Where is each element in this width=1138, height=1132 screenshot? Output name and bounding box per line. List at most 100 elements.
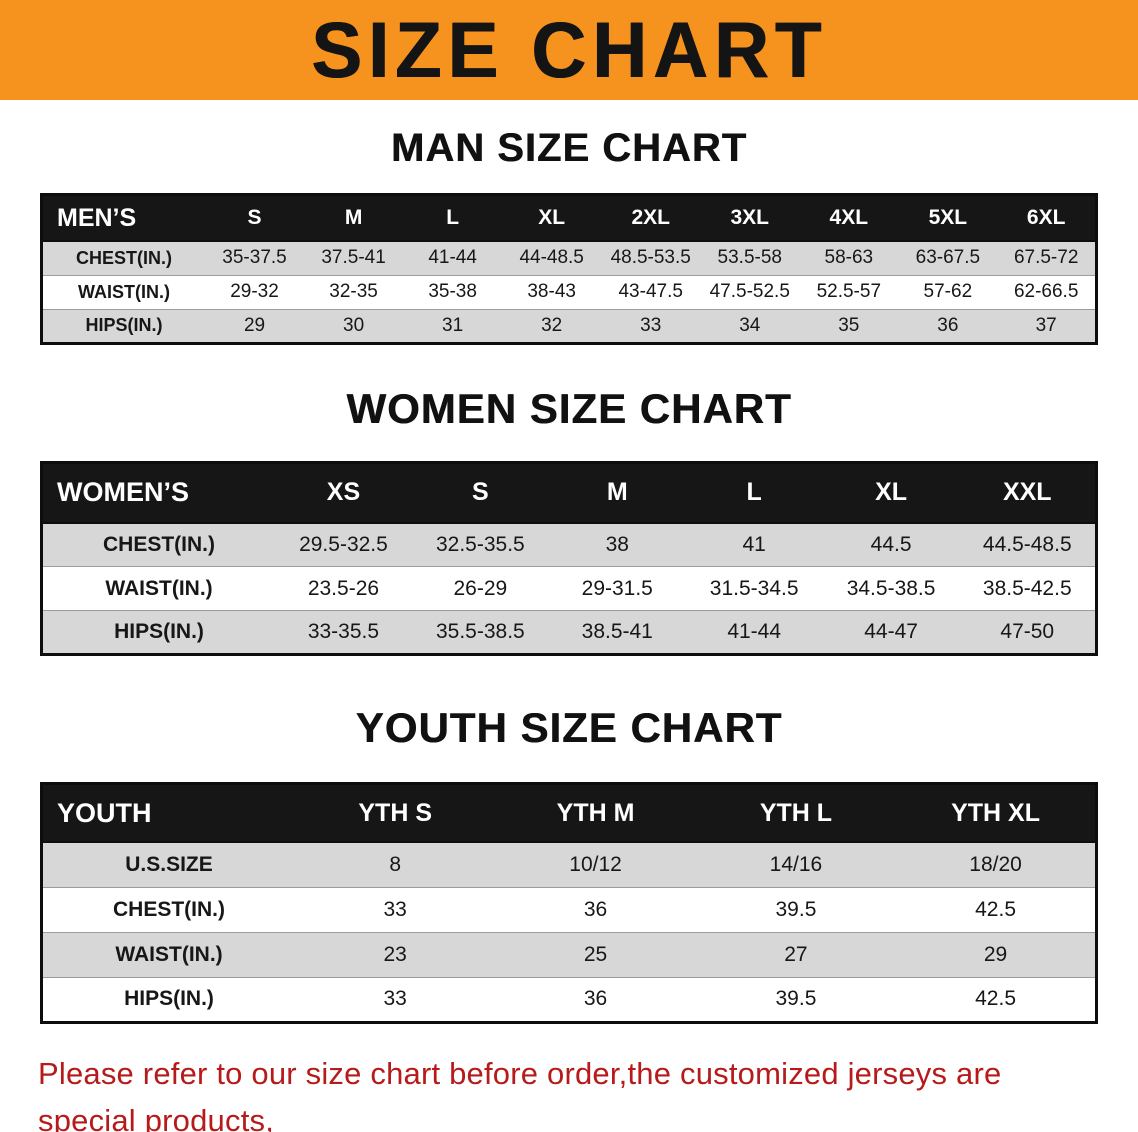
table-header-row: WOMEN’S XS S M L XL XXL	[41, 462, 1097, 524]
youth-size-chart-section: YOUTH SIZE CHART YOUTH YTH S YTH M YTH L YTH…	[0, 656, 1138, 1024]
size-value: 35-38	[428, 281, 477, 302]
page-title: SIZE CHART	[311, 5, 827, 95]
size-value: 29.5-32.5	[299, 532, 388, 556]
table-row: CHEST(IN.) 29.5-32.5 32.5-35.5 38 41 44.5 44.5…	[41, 522, 1097, 567]
table-row: U.S.SIZE 8 10/12 14/16 18/20	[41, 842, 1097, 887]
size-value: 23	[383, 942, 407, 966]
size-value: 38	[605, 532, 629, 556]
size-column-header: 6XL	[997, 194, 1097, 242]
size-value: 39.5	[775, 987, 817, 1010]
size-column-header: XS	[275, 462, 412, 524]
size-value: 29-31.5	[581, 576, 653, 600]
youth-size-chart-heading: YOUTH SIZE CHART	[355, 704, 783, 751]
size-column-header: 5XL	[898, 194, 998, 242]
size-column-header: L	[685, 462, 823, 524]
size-value: 44-47	[864, 620, 918, 643]
size-value: 26-29	[453, 576, 508, 600]
size-value: 43-47.5	[618, 281, 683, 302]
size-value: 41-44	[428, 247, 477, 269]
banner: SIZE CHART	[0, 0, 1138, 100]
table-row: HIPS(IN.) 33-35.5 35.5-38.5 38.5-41 41-44 44-…	[41, 610, 1097, 655]
size-value: 35-37.5	[222, 247, 287, 269]
size-value: 48.5-53.5	[610, 247, 691, 269]
size-column-header: M	[304, 194, 404, 242]
table-row: WAIST(IN.) 23 25 27 29	[41, 932, 1097, 977]
table-row: CHEST(IN.) 35-37.5 37.5-41 41-44 44-48.5 48.5…	[41, 241, 1097, 275]
size-value: 38.5-42.5	[982, 576, 1072, 600]
youth-size-table: YOUTH YTH S YTH M YTH L YTH XL U.S.SIZE 8 10/12…	[40, 782, 1098, 1024]
size-column-header: 4XL	[799, 194, 899, 242]
table-row: WAIST(IN.) 23.5-26 26-29 29-31.5 31.5-34.5 34…	[41, 566, 1097, 611]
size-value: 47.5-52.5	[709, 281, 790, 302]
table-corner-label: MEN’S	[41, 194, 205, 242]
size-value: 37	[1035, 314, 1057, 336]
size-value: 53.5-58	[717, 247, 782, 269]
size-value: 23.5-26	[307, 576, 380, 600]
size-column-header: YTH XL	[896, 783, 1097, 843]
row-label: HIPS(IN.)	[85, 315, 163, 335]
size-value: 33	[383, 987, 407, 1010]
size-value: 37.5-41	[321, 247, 386, 269]
table-row: CHEST(IN.) 33 36 39.5 42.5	[41, 887, 1097, 932]
size-column-header: S	[411, 462, 549, 524]
size-column-header: YTH M	[495, 783, 696, 843]
size-value: 44.5	[870, 532, 912, 556]
size-value: 14/16	[769, 852, 823, 876]
size-value: 36	[937, 314, 959, 336]
row-label: HIPS(IN.)	[124, 987, 214, 1010]
size-value: 8	[389, 852, 402, 876]
size-value: 32.5-35.5	[435, 532, 525, 556]
size-value: 32	[541, 314, 563, 336]
row-label: CHEST(IN.)	[113, 897, 225, 921]
size-value: 34	[739, 314, 761, 336]
size-value: 38.5-41	[581, 620, 653, 643]
size-value: 18/20	[969, 852, 1022, 876]
size-value: 33	[640, 314, 662, 336]
size-value: 39.5	[775, 897, 817, 921]
size-value: 33	[383, 897, 407, 921]
size-value: 42.5	[975, 897, 1016, 921]
size-column-header: XL	[822, 462, 960, 524]
size-value: 35.5-38.5	[435, 620, 525, 643]
table-row: HIPS(IN.) 29 30 31 32 33 34 35 36 37	[41, 309, 1097, 343]
size-column-header: XXL	[959, 462, 1097, 524]
size-value: 31.5-34.5	[709, 576, 799, 600]
size-value: 30	[343, 314, 365, 336]
size-value: 36	[583, 897, 608, 921]
size-value: 44-48.5	[519, 247, 584, 269]
size-value: 41	[742, 532, 766, 556]
man-size-chart-heading: MAN SIZE CHART	[390, 126, 748, 170]
row-label: CHEST(IN.)	[76, 247, 172, 268]
row-label: HIPS(IN.)	[114, 620, 204, 643]
notice-line-1: Please refer to our size chart before or…	[38, 1055, 1002, 1132]
row-label: CHEST(IN.)	[103, 532, 215, 556]
size-value: 31	[442, 314, 464, 336]
size-column-header: YTH L	[695, 783, 897, 843]
size-column-header: 3XL	[700, 194, 800, 242]
size-value: 25	[583, 942, 608, 966]
size-value: 33-35.5	[307, 620, 380, 643]
size-column-header: L	[403, 194, 503, 242]
table-row: HIPS(IN.) 33 36 39.5 42.5	[41, 977, 1097, 1022]
size-value: 47-50	[1000, 620, 1055, 643]
size-value: 57-62	[923, 281, 973, 302]
size-value: 29	[983, 942, 1008, 966]
table-corner-label: WOMEN’S	[41, 462, 275, 524]
table-corner-label: YOUTH	[41, 783, 295, 843]
women-size-chart-section: WOMEN SIZE CHART WOMEN’S XS S M L XL XXL CHEST(…	[0, 345, 1138, 656]
size-value: 27	[784, 942, 808, 966]
footer-notice: Please refer to our size chart before or…	[38, 1050, 1100, 1132]
size-value: 41-44	[727, 620, 782, 643]
size-value: 44.5-48.5	[982, 532, 1072, 556]
size-column-header: 2XL	[601, 194, 701, 242]
row-label: WAIST(IN.)	[105, 576, 213, 600]
size-value: 62-66.5	[1013, 281, 1079, 302]
size-column-header: S	[205, 194, 305, 242]
size-value: 58-63	[824, 247, 874, 269]
size-column-header: YTH S	[295, 783, 496, 843]
men-size-table: MEN’S S M L XL 2XL 3XL 4XL 5XL 6XL CHEST(IN.) 35-37…	[40, 193, 1098, 345]
size-value: 29	[243, 314, 266, 336]
size-value: 35	[838, 314, 860, 336]
size-value: 52.5-57	[816, 281, 882, 302]
